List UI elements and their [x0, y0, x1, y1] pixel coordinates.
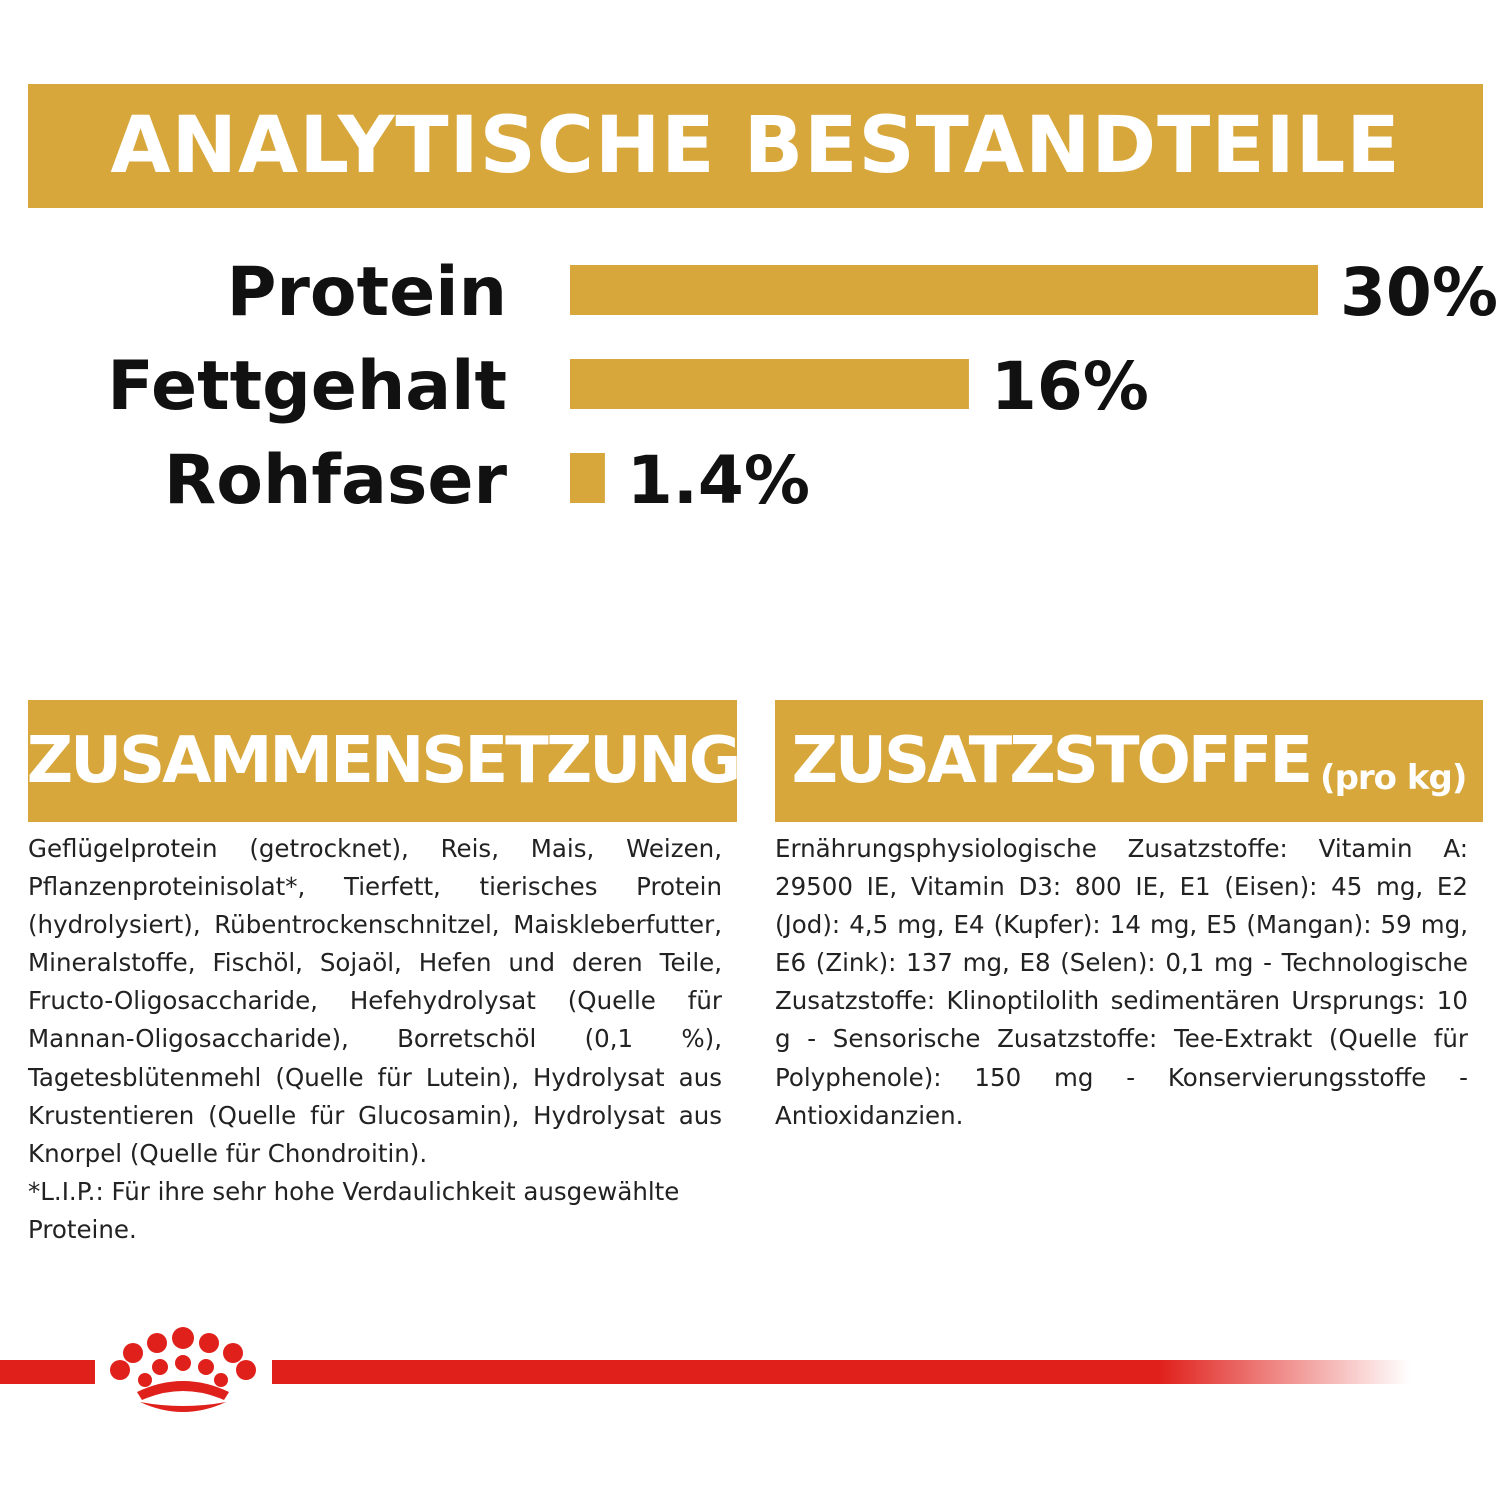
additives-banner: ZUSATZSTOFFE (pro kg): [775, 700, 1483, 822]
bar-rohfaser: [570, 453, 605, 503]
footer-rule-right: [272, 1360, 1410, 1384]
bar-value-fettgehalt: 16%: [991, 348, 1149, 425]
brand-footer: [0, 1327, 1410, 1412]
bar-label-rohfaser: Rohfaser: [164, 441, 508, 520]
footer-rule-left: [0, 1360, 95, 1384]
bar-protein: [570, 265, 1318, 315]
header-banner: ANALYTISCHE BESTANDTEILE: [28, 84, 1483, 208]
additives-text: Ernährungsphysiologische Zusatzstoffe: V…: [775, 830, 1468, 1135]
bar-label-fettgehalt: Fettgehalt: [107, 347, 507, 426]
bar-value-protein: 30%: [1340, 254, 1498, 331]
additives-title: ZUSATZSTOFFE: [791, 724, 1313, 798]
composition-banner: ZUSAMMENSETZUNG: [26, 700, 742, 822]
composition-body: Geflügelprotein (getrocknet), Reis, Mais…: [28, 834, 722, 1168]
bar-label-protein: Protein: [227, 253, 507, 332]
bar-fettgehalt: [570, 359, 969, 409]
crown-logo-icon: [110, 1327, 256, 1412]
composition-text: Geflügelprotein (getrocknet), Reis, Mais…: [28, 830, 722, 1249]
bar-value-rohfaser: 1.4%: [627, 442, 810, 519]
composition-footnote: *L.I.P.: Für ihre sehr hohe Verdaulichke…: [28, 1176, 680, 1244]
composition-title: ZUSAMMENSETZUNG: [26, 724, 742, 798]
nutrient-bar-chart: Protein 30% Fettgehalt 16% Rohfaser 1.4%: [107, 253, 1498, 520]
additives-body: Ernährungsphysiologische Zusatzstoffe: V…: [775, 834, 1468, 1130]
page-title: ANALYTISCHE BESTANDTEILE: [110, 101, 1401, 191]
additives-title-suffix: (pro kg): [1320, 758, 1467, 798]
